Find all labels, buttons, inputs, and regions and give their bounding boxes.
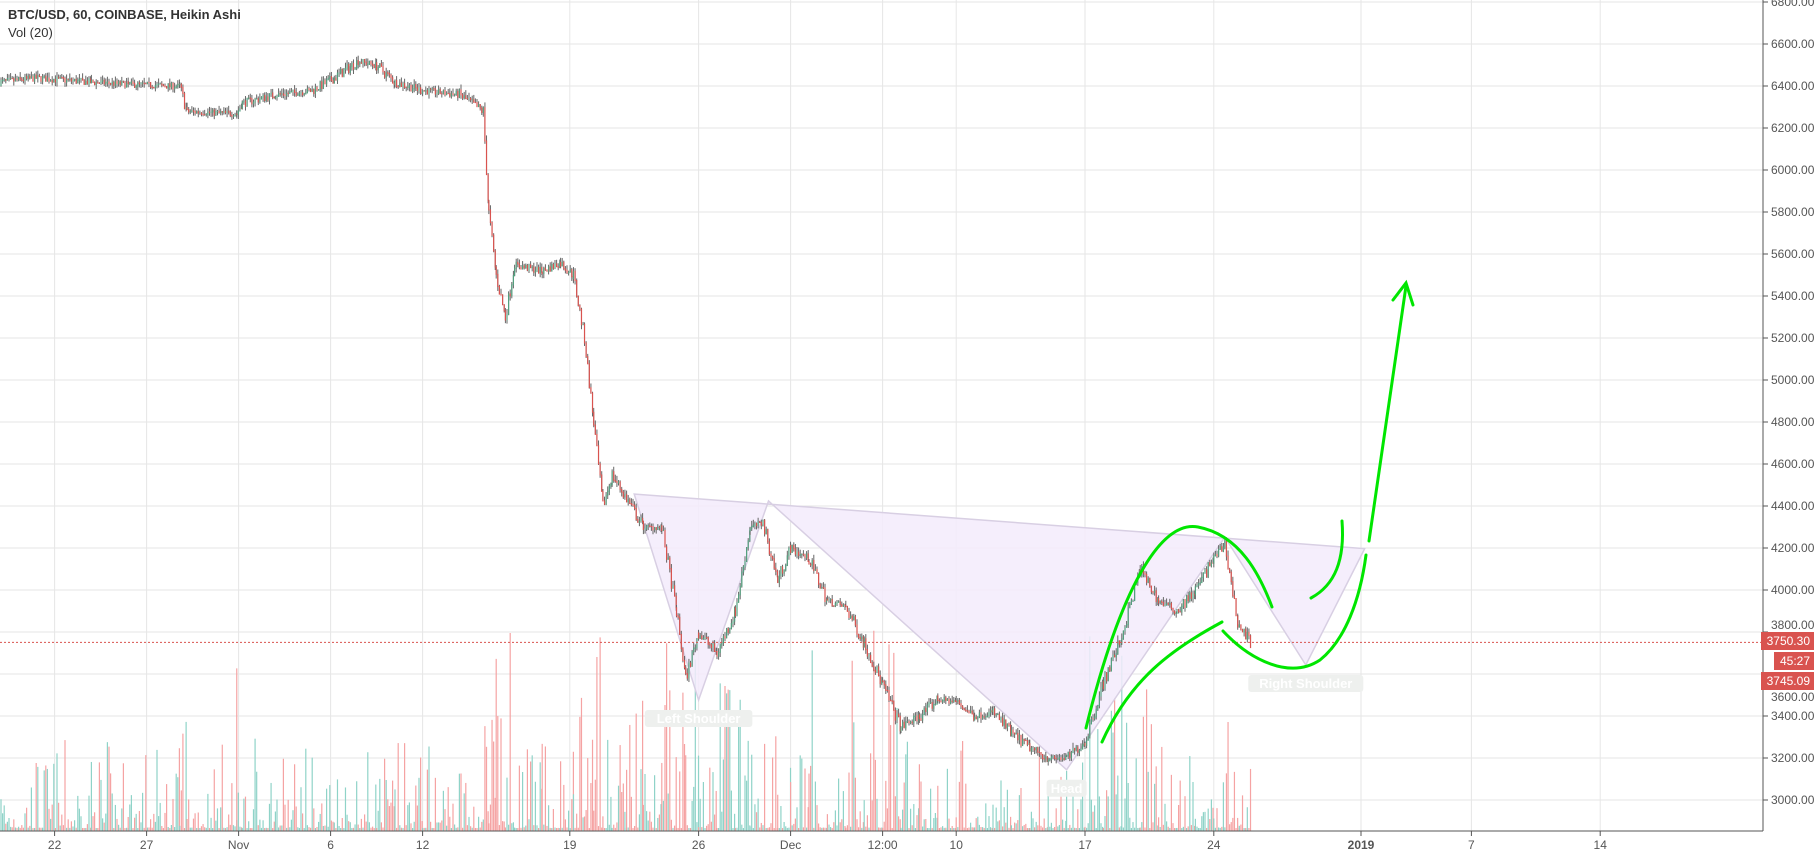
- y-tick-label: 5400.00: [1771, 289, 1814, 303]
- y-tick-label: 6800.00: [1771, 0, 1814, 9]
- y-tick-label: 3000.00: [1771, 793, 1814, 807]
- y-tick-label: 3400.00: [1771, 709, 1814, 723]
- x-tick-label: Nov: [228, 838, 249, 852]
- drawing-arrow-line: [1367, 284, 1408, 543]
- price-tag: 3745.09: [1760, 672, 1814, 690]
- y-tick-label: 6000.00: [1771, 163, 1814, 177]
- head-label: Head: [1051, 781, 1083, 796]
- y-tick-label: 3200.00: [1771, 751, 1814, 765]
- right-shoulder-label-bg: [1248, 674, 1364, 692]
- y-tick-label: 3800.00: [1771, 618, 1814, 632]
- head-and-shoulders-pattern[interactable]: [633, 493, 1366, 771]
- x-tick-label: 10: [950, 838, 964, 852]
- y-tick-label: 6600.00: [1771, 37, 1814, 51]
- x-tick-label: 24: [1207, 838, 1221, 852]
- y-tick-label: 6400.00: [1771, 79, 1814, 93]
- x-tick-label: Dec: [780, 838, 801, 852]
- y-tick-label: 4000.00: [1771, 583, 1814, 597]
- x-tick-label: 6: [327, 838, 334, 852]
- x-tick-label: 14: [1594, 838, 1608, 852]
- drawing-arc-top: [1084, 525, 1274, 730]
- bar-countdown-tag: 45:27: [1773, 652, 1814, 670]
- head-label-bg: [1046, 779, 1087, 797]
- y-tick-label: 5800.00: [1771, 205, 1814, 219]
- x-tick-label: 27: [140, 838, 154, 852]
- drawing-arc-lower: [1100, 620, 1224, 744]
- x-tick-label: 22: [48, 838, 62, 852]
- right-shoulder-label: Right Shoulder: [1259, 676, 1352, 691]
- y-tick-label: 4800.00: [1771, 415, 1814, 429]
- drawing-bowl: [1221, 553, 1368, 670]
- price-axis[interactable]: 6800.00 6600.00 6400.00 6200.00 6000.00 5800.…: [1763, 0, 1814, 807]
- x-tick-label: 17: [1078, 838, 1092, 852]
- left-shoulder-label: Left Shoulder: [657, 711, 741, 726]
- y-tick-label: 5000.00: [1771, 373, 1814, 387]
- y-tick-label: 6200.00: [1771, 121, 1814, 135]
- y-tick-label: 5200.00: [1771, 331, 1814, 345]
- x-tick-label: 7: [1468, 838, 1475, 852]
- y-tick-label: 4200.00: [1771, 541, 1814, 555]
- pattern-labels: Left Shoulder Head Right Shoulder: [644, 674, 1364, 797]
- green-drawings[interactable]: [1084, 279, 1415, 744]
- drawing-small-arc: [1309, 519, 1345, 600]
- y-tick-label: 4600.00: [1771, 457, 1814, 471]
- chart-legend: BTC/USD, 60, COINBASE, Heikin Ashi Vol (…: [8, 6, 241, 42]
- time-axis[interactable]: 22 27 Nov 6 12 19 26 Dec 12:00 10 17 24 2019 7 14: [48, 831, 1607, 852]
- x-tick-label: 19: [563, 838, 577, 852]
- y-tick-label: 3600.00: [1771, 690, 1814, 704]
- x-tick-label: 12: [416, 838, 430, 852]
- price-candles: [0, 55, 1252, 766]
- x-tick-label: 26: [692, 838, 706, 852]
- x-tick-label: 2019: [1348, 838, 1375, 852]
- volume-indicator-label[interactable]: Vol (20): [8, 25, 53, 40]
- y-tick-label: 5600.00: [1771, 247, 1814, 261]
- y-tick-label: 4400.00: [1771, 499, 1814, 513]
- left-shoulder-label-bg: [644, 710, 753, 728]
- symbol-title: BTC/USD, 60, COINBASE, Heikin Ashi: [8, 7, 241, 22]
- arrow-head-icon: [1391, 279, 1415, 307]
- last-price-tag: 3750.30: [1760, 632, 1814, 650]
- x-tick-label: 12:00: [868, 838, 898, 852]
- volume-bars: [0, 630, 1252, 831]
- grid: [0, 0, 1763, 831]
